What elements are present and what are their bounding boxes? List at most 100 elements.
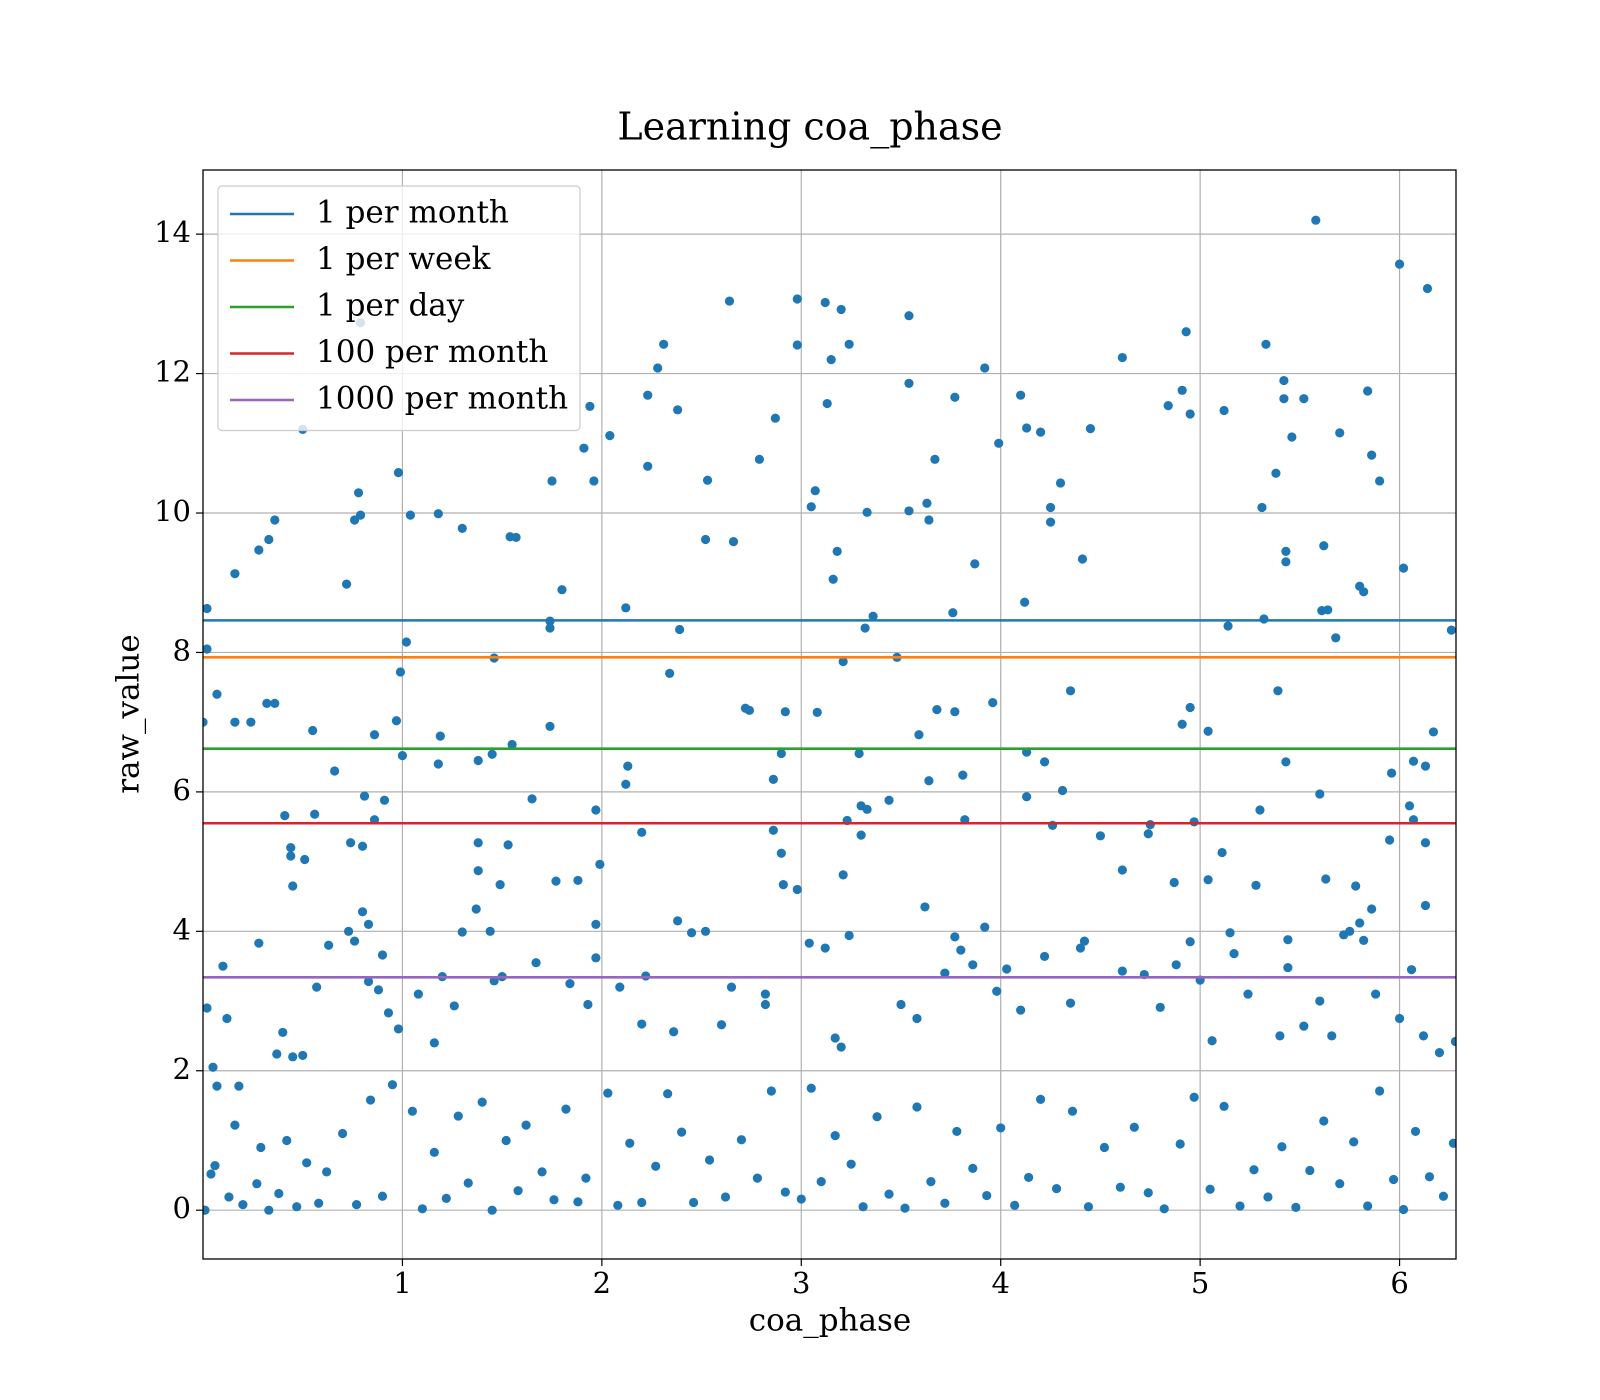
scatter-point	[872, 1112, 882, 1122]
scatter-point	[1408, 756, 1419, 766]
scatter-point	[1065, 686, 1076, 696]
scatter-point	[322, 1167, 332, 1177]
scatter-point	[591, 805, 601, 815]
scatter-point	[625, 1138, 635, 1148]
scatter-point	[1450, 1036, 1456, 1047]
scatter-point	[922, 498, 932, 508]
scatter-point	[433, 759, 443, 769]
scatter-point	[904, 311, 914, 321]
scatter-point	[1259, 614, 1269, 624]
scatter-point	[393, 1024, 404, 1034]
scatter-point	[940, 968, 950, 978]
scatter-point	[365, 1095, 376, 1105]
legend: 1 per month 1 per week 1 per day 100 per mo…	[217, 185, 581, 432]
scatter-point	[673, 916, 683, 926]
scatter-point	[252, 1179, 262, 1189]
scatter-point	[1039, 757, 1050, 767]
scatter-point	[792, 340, 802, 350]
scatter-point	[429, 1038, 439, 1048]
scatter-point	[521, 1120, 531, 1130]
scatter-point	[1085, 424, 1096, 434]
scatter-point	[224, 1192, 234, 1202]
scatter-point	[393, 467, 404, 478]
scatter-point	[1203, 875, 1213, 885]
scatter-point	[203, 603, 212, 614]
scatter-point	[1171, 960, 1181, 970]
scatter-point	[212, 689, 222, 699]
scatter-point	[1321, 874, 1331, 884]
scatter-point	[1181, 327, 1191, 337]
scatter-point	[1229, 949, 1239, 959]
scatter-point	[1169, 877, 1179, 888]
scatter-point	[920, 902, 930, 912]
scatter-point	[677, 1127, 687, 1137]
scatter-point	[1143, 1188, 1153, 1198]
scatter-point	[956, 945, 966, 955]
scatter-point	[653, 363, 663, 373]
scatter-point	[353, 488, 364, 498]
scatter-point	[1319, 541, 1329, 551]
scatter-point	[982, 1190, 992, 1201]
scatter-point	[970, 559, 980, 569]
scatter-point	[1079, 936, 1090, 946]
scatter-point	[820, 297, 830, 308]
scatter-point	[551, 876, 561, 886]
scatter-point	[246, 717, 256, 727]
scatter-point	[860, 623, 870, 633]
scatter-point	[1129, 1122, 1139, 1132]
scatter-point	[477, 1097, 487, 1107]
scatter-point	[1367, 904, 1377, 914]
legend-label: 1 per week	[316, 241, 491, 277]
scatter-point	[836, 304, 846, 315]
scatter-point	[230, 569, 240, 579]
scatter-point	[1117, 865, 1127, 875]
scatter-point	[1251, 880, 1261, 890]
scatter-point	[230, 717, 240, 727]
scatter-point	[1223, 621, 1233, 631]
scatter-point	[292, 1202, 302, 1212]
scatter-point	[780, 707, 790, 717]
scatter-point	[1257, 502, 1267, 513]
scatter-point	[1205, 1184, 1215, 1194]
scatter-point	[377, 1191, 388, 1201]
scatter-point	[858, 1202, 868, 1212]
scatter-point	[349, 936, 360, 946]
scatter-point	[1016, 390, 1026, 400]
scatter-point	[435, 731, 445, 741]
scatter-point	[844, 339, 854, 349]
scatter-point	[1279, 375, 1289, 386]
scatter-point	[623, 761, 633, 771]
scatter-point	[557, 585, 567, 595]
scatter-point	[1077, 554, 1088, 564]
scatter-point	[659, 339, 669, 349]
scatter-point	[1355, 918, 1365, 928]
scatter-point	[1315, 996, 1325, 1006]
scatter-point	[700, 926, 711, 936]
scatter-point	[776, 848, 786, 858]
scatter-point	[218, 961, 228, 971]
scatter-point	[203, 1205, 210, 1215]
scatter-point	[686, 928, 697, 938]
scatter-point	[1335, 1179, 1345, 1189]
scatter-point	[830, 1033, 840, 1043]
scatter-point	[501, 1135, 511, 1146]
scatter-point	[359, 791, 370, 801]
scatter-point	[1145, 820, 1155, 830]
scatter-point	[688, 1197, 699, 1208]
scatter-point	[429, 1147, 439, 1157]
scatter-point	[545, 721, 555, 731]
scatter-point	[234, 1081, 244, 1091]
y-tick-label: 6	[173, 773, 191, 807]
scatter-point	[838, 656, 848, 667]
scatter-point	[926, 1177, 936, 1187]
scatter-point	[579, 443, 589, 453]
legend-label: 1000 per month	[316, 381, 568, 417]
scatter-point	[254, 545, 264, 555]
scatter-point	[222, 1013, 232, 1024]
x-tick-label: 4	[991, 1266, 1009, 1300]
scatter-point	[1448, 1138, 1456, 1148]
scatter-point	[537, 1167, 547, 1177]
scatter-point	[912, 1013, 922, 1024]
x-tick-label: 5	[1191, 1266, 1209, 1300]
x-tick-label: 3	[792, 1266, 810, 1300]
